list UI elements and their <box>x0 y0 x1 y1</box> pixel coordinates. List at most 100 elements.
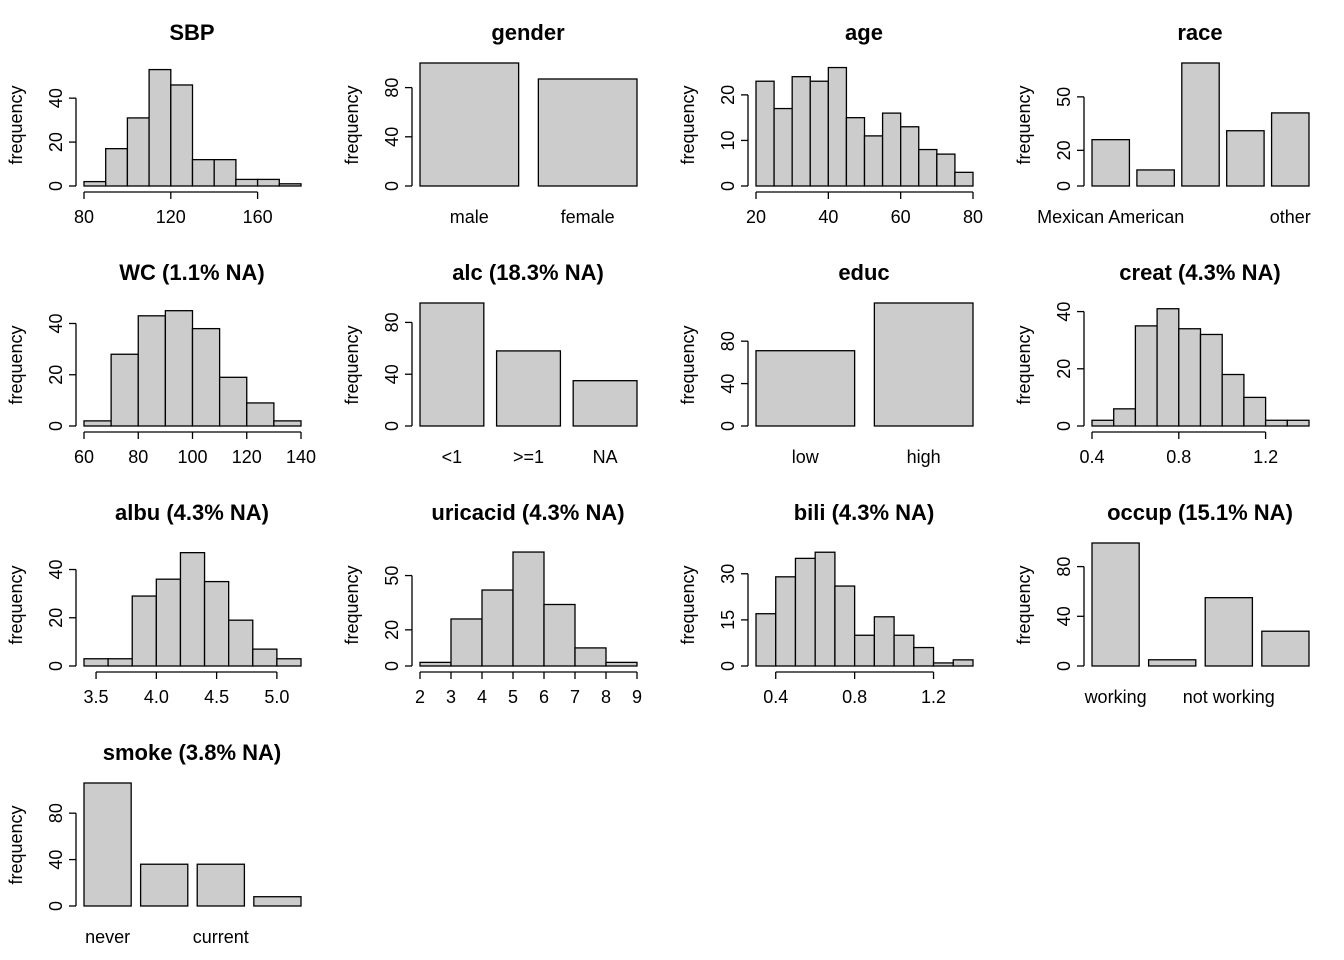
bar <box>853 634 876 667</box>
x-tick-label: low <box>792 447 820 467</box>
chart-title: SBP <box>169 20 214 45</box>
chart-title: albu (4.3% NA) <box>115 500 269 525</box>
y-tick-label: 40 <box>718 374 738 394</box>
y-tick-label: 20 <box>382 620 402 640</box>
y-tick-label: 40 <box>46 313 66 333</box>
y-tick-label: 40 <box>382 364 402 384</box>
bar <box>155 578 182 667</box>
bar <box>605 661 638 667</box>
x-tick-label: 20 <box>746 207 766 227</box>
bar <box>246 402 275 427</box>
y-tick-label: 20 <box>718 85 738 105</box>
y-axis-label: frequency <box>342 325 362 404</box>
x-tick-label: 0.8 <box>842 687 867 707</box>
x-tick-label: Mexican American <box>1037 207 1184 227</box>
x-tick-label: 2 <box>415 687 425 707</box>
y-tick-label: 0 <box>1054 421 1074 431</box>
x-tick-label: 4 <box>477 687 487 707</box>
bar <box>83 180 107 187</box>
x-tick-label: 80 <box>963 207 983 227</box>
y-axis-label: frequency <box>6 805 26 884</box>
bar <box>273 420 302 427</box>
x-tick-label: 80 <box>128 447 148 467</box>
chart-title: creat (4.3% NA) <box>1119 260 1280 285</box>
y-tick-label: 20 <box>46 132 66 152</box>
bar <box>179 551 206 667</box>
y-axis-label: frequency <box>1014 565 1034 644</box>
bar <box>110 353 139 427</box>
y-tick-label: 20 <box>1054 359 1074 379</box>
bar <box>863 135 884 187</box>
bar <box>834 585 856 667</box>
bar <box>83 420 112 427</box>
x-tick-label: 4.0 <box>144 687 169 707</box>
bar <box>481 589 514 667</box>
bar <box>164 310 194 427</box>
x-tick-label: NA <box>593 447 618 467</box>
bar <box>918 148 938 187</box>
y-tick-label: 0 <box>46 181 66 191</box>
bar <box>170 84 194 187</box>
x-tick-label: 9 <box>632 687 642 707</box>
y-tick-label: 80 <box>382 312 402 332</box>
x-tick-label: working <box>1084 687 1147 707</box>
bar <box>253 896 302 907</box>
y-axis-label: frequency <box>678 85 698 164</box>
bar <box>881 112 902 187</box>
bar <box>139 863 189 907</box>
y-tick-label: 0 <box>1054 181 1074 191</box>
bar <box>537 78 638 187</box>
bar <box>932 662 954 667</box>
bar <box>450 618 483 667</box>
y-tick-label: 15 <box>718 610 738 630</box>
bar <box>1113 408 1137 427</box>
chart-title: bili (4.3% NA) <box>794 500 935 525</box>
bar <box>873 616 895 667</box>
y-tick-label: 0 <box>46 421 66 431</box>
bar <box>1091 419 1115 427</box>
bar <box>235 178 259 187</box>
y-tick-label: 0 <box>718 181 738 191</box>
x-tick-label: >=1 <box>513 447 544 467</box>
y-tick-label: 40 <box>46 560 66 580</box>
bar <box>1091 139 1131 187</box>
bar <box>419 661 452 667</box>
x-tick-label: <1 <box>442 447 463 467</box>
x-tick-label: 6 <box>539 687 549 707</box>
y-tick-label: 80 <box>46 803 66 823</box>
y-tick-label: 80 <box>718 331 738 351</box>
chart-title: race <box>1177 20 1222 45</box>
x-tick-label: 60 <box>891 207 911 227</box>
bar <box>1226 130 1265 187</box>
bar <box>107 658 133 667</box>
y-tick-label: 40 <box>382 127 402 147</box>
bar <box>228 619 254 667</box>
bar <box>213 158 237 187</box>
x-tick-label: 1.2 <box>921 687 946 707</box>
y-tick-label: 0 <box>46 661 66 671</box>
x-tick-label: 100 <box>177 447 207 467</box>
x-tick-label: not working <box>1183 687 1275 707</box>
bar <box>773 107 793 187</box>
chart-title: alc (18.3% NA) <box>452 260 604 285</box>
x-tick-label: 4.5 <box>204 687 229 707</box>
bar <box>126 117 150 187</box>
bar <box>827 66 848 187</box>
chart-title: educ <box>838 260 889 285</box>
y-tick-label: 0 <box>1054 661 1074 671</box>
bar <box>131 595 157 667</box>
x-tick-label: 3 <box>446 687 456 707</box>
x-tick-label: 5 <box>508 687 518 707</box>
x-tick-label: 5.0 <box>264 687 289 707</box>
bar <box>191 327 221 427</box>
bar <box>1134 325 1158 427</box>
bar <box>755 613 777 667</box>
x-tick-label: 0.4 <box>763 687 788 707</box>
x-tick-label: 120 <box>156 207 186 227</box>
bar <box>1261 630 1310 667</box>
x-tick-label: 0.8 <box>1166 447 1191 467</box>
bar <box>495 350 562 427</box>
x-tick-label: male <box>450 207 489 227</box>
x-tick-label: 160 <box>243 207 273 227</box>
